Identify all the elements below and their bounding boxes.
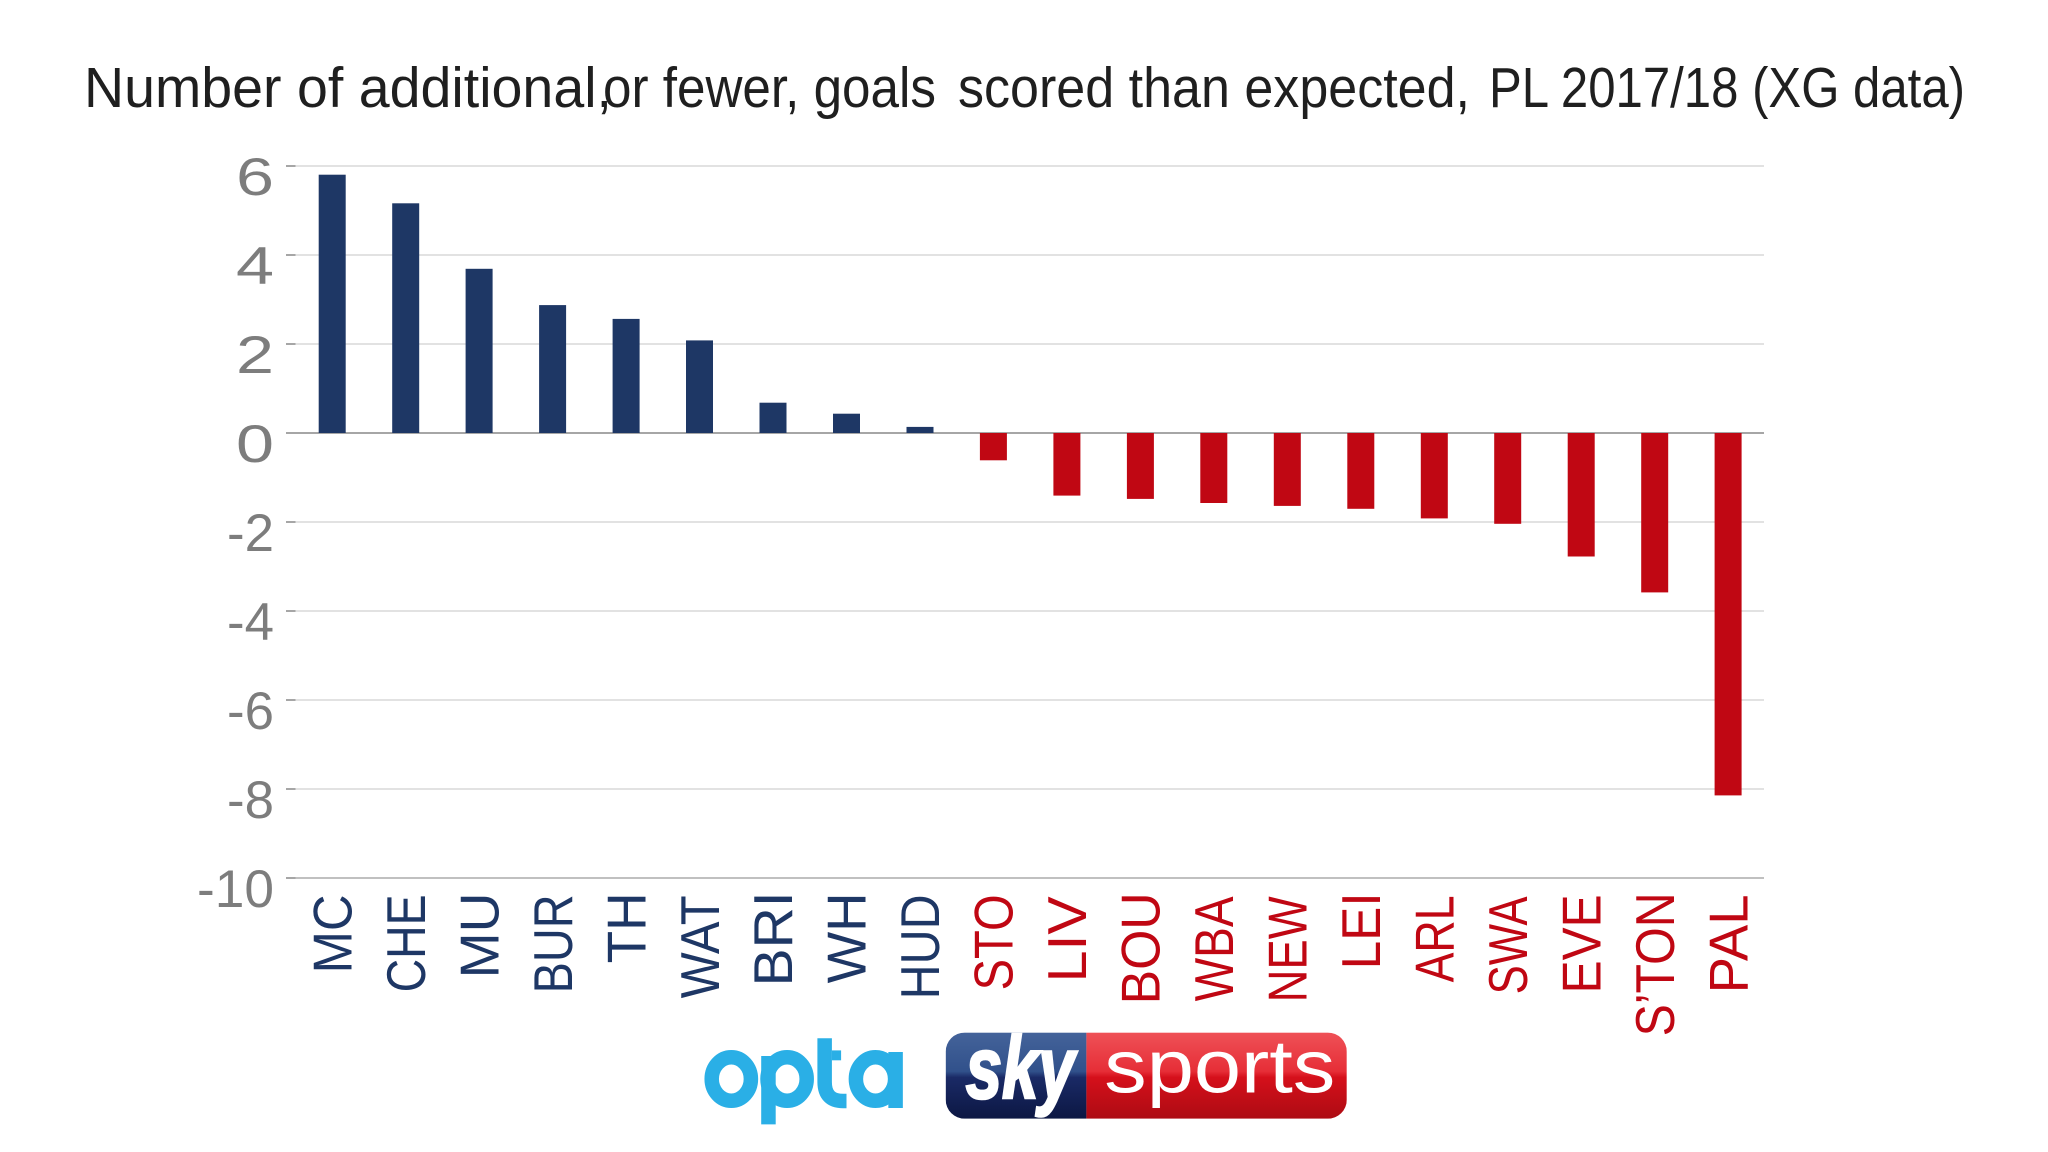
svg-text:CHE: CHE — [375, 894, 437, 992]
svg-text:or fewer, goals: or fewer, goals — [603, 56, 936, 119]
svg-text:sports: sports — [1104, 1024, 1335, 1108]
svg-text:HUD: HUD — [889, 894, 951, 999]
svg-text:BRI: BRI — [742, 891, 804, 986]
svg-text:4: 4 — [236, 237, 274, 296]
svg-text:2: 2 — [236, 326, 274, 385]
svg-text:-10: -10 — [197, 860, 274, 919]
svg-text:scored than expected,: scored than expected, — [958, 56, 1470, 119]
svg-text:-6: -6 — [227, 682, 274, 741]
svg-text:S’TON: S’TON — [1624, 892, 1686, 1036]
svg-text:0: 0 — [236, 415, 274, 474]
svg-text:6: 6 — [236, 148, 274, 207]
svg-text:PL 2017/18 (XG data): PL 2017/18 (XG data) — [1489, 56, 1965, 119]
svg-text:WH: WH — [816, 892, 878, 983]
svg-text:Number of additional,: Number of additional, — [84, 56, 612, 119]
svg-text:BOU: BOU — [1110, 892, 1172, 1004]
svg-text:MU: MU — [448, 892, 510, 978]
svg-text:NEW: NEW — [1257, 896, 1319, 1002]
svg-text:-8: -8 — [227, 771, 274, 830]
svg-text:MC: MC — [301, 894, 363, 973]
svg-text:TH: TH — [595, 892, 657, 963]
svg-text:-4: -4 — [227, 593, 274, 652]
svg-text:EVE: EVE — [1550, 894, 1612, 993]
svg-text:SWA: SWA — [1477, 896, 1539, 994]
svg-text:ARL: ARL — [1404, 895, 1466, 982]
svg-text:STO: STO — [963, 894, 1025, 990]
svg-text:PAL: PAL — [1697, 894, 1759, 993]
svg-text:BUR: BUR — [522, 894, 584, 993]
svg-text:LEI: LEI — [1330, 892, 1392, 969]
svg-text:sky: sky — [966, 1018, 1078, 1117]
svg-text:WBA: WBA — [1183, 896, 1245, 1001]
svg-text:WAT: WAT — [669, 895, 731, 998]
svg-text:LIV: LIV — [1036, 896, 1098, 982]
svg-text:-2: -2 — [227, 504, 274, 563]
